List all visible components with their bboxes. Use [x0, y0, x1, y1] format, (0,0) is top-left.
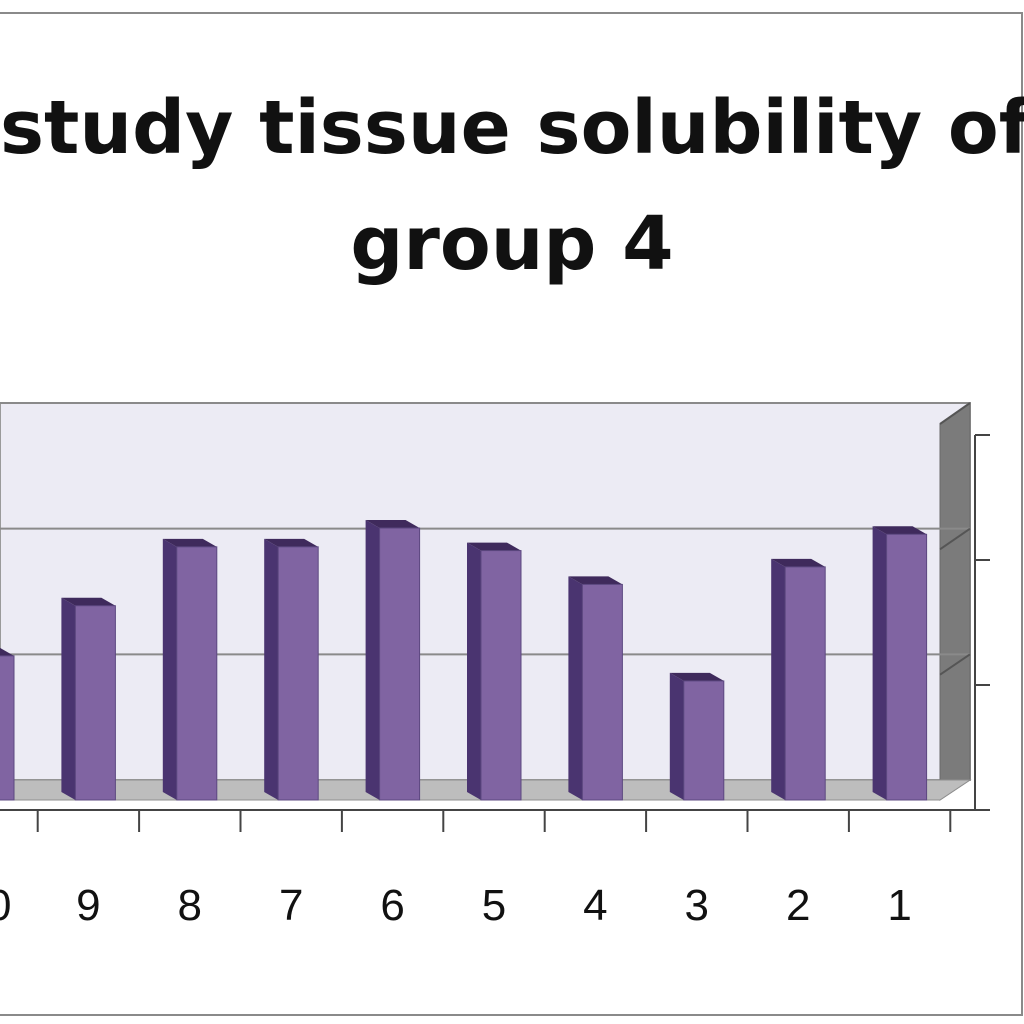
x-tick-label: 5 — [482, 881, 506, 930]
bar-front — [581, 583, 623, 801]
bar-front — [176, 546, 218, 801]
bar-side — [771, 558, 786, 800]
bar-top — [365, 520, 420, 529]
bar-side — [467, 542, 481, 800]
bar-top — [467, 542, 521, 551]
bar-top — [771, 558, 826, 567]
gridline-side — [939, 653, 971, 676]
bar-side — [264, 538, 279, 800]
plot-side-wall — [939, 402, 971, 801]
bar — [771, 558, 826, 801]
bar — [264, 538, 319, 801]
x-tick-label: 1 — [887, 881, 911, 930]
bar-front — [379, 527, 421, 801]
x-tick-label: 4 — [583, 881, 607, 930]
bar-top — [0, 647, 14, 656]
x-tick-label: 7 — [279, 881, 303, 930]
chart-title-line-1: study tissue solubility of — [0, 85, 1024, 171]
bar — [669, 672, 725, 801]
x-tick-label: 9 — [76, 881, 100, 930]
bar-top — [872, 526, 927, 535]
bar — [872, 526, 928, 801]
bar — [0, 647, 15, 801]
bar-front — [74, 605, 116, 801]
bar — [467, 542, 522, 801]
gridline-side — [939, 527, 971, 551]
bar-front — [0, 655, 15, 801]
x-tick-label: 10 — [0, 881, 11, 930]
x-tick-label: 8 — [178, 881, 202, 930]
bar-side — [162, 538, 177, 800]
bar-side — [365, 520, 380, 800]
chart-title: study tissue solubility of group 4 — [0, 70, 1024, 310]
chart-title-line-2: group 4 — [350, 201, 674, 287]
bar-front — [277, 546, 319, 801]
bar-side — [61, 597, 76, 800]
bar-side — [669, 672, 684, 800]
bar-front — [683, 680, 725, 801]
bar — [568, 576, 623, 801]
gridline-side — [939, 402, 971, 425]
bar — [61, 597, 116, 801]
bar — [365, 520, 421, 801]
bar — [162, 538, 218, 801]
bar-side — [568, 576, 583, 800]
bar-front — [886, 533, 928, 801]
bar-side — [872, 526, 887, 800]
bars — [0, 520, 928, 801]
bar-top — [61, 597, 116, 606]
x-tick-label: 6 — [380, 881, 404, 930]
bar-top — [162, 538, 217, 547]
y-ticks — [975, 434, 990, 811]
bar-front — [784, 566, 826, 801]
bar-top — [669, 672, 724, 681]
x-tick-label: 3 — [685, 881, 709, 930]
x-tick-label: 2 — [786, 881, 810, 930]
bar-top — [568, 576, 623, 585]
bar-top — [264, 538, 319, 547]
bar-front — [480, 550, 522, 801]
x-tick-labels: 10 9 8 7 6 5 4 3 2 1 — [0, 881, 912, 930]
x-ticks — [36, 810, 952, 832]
